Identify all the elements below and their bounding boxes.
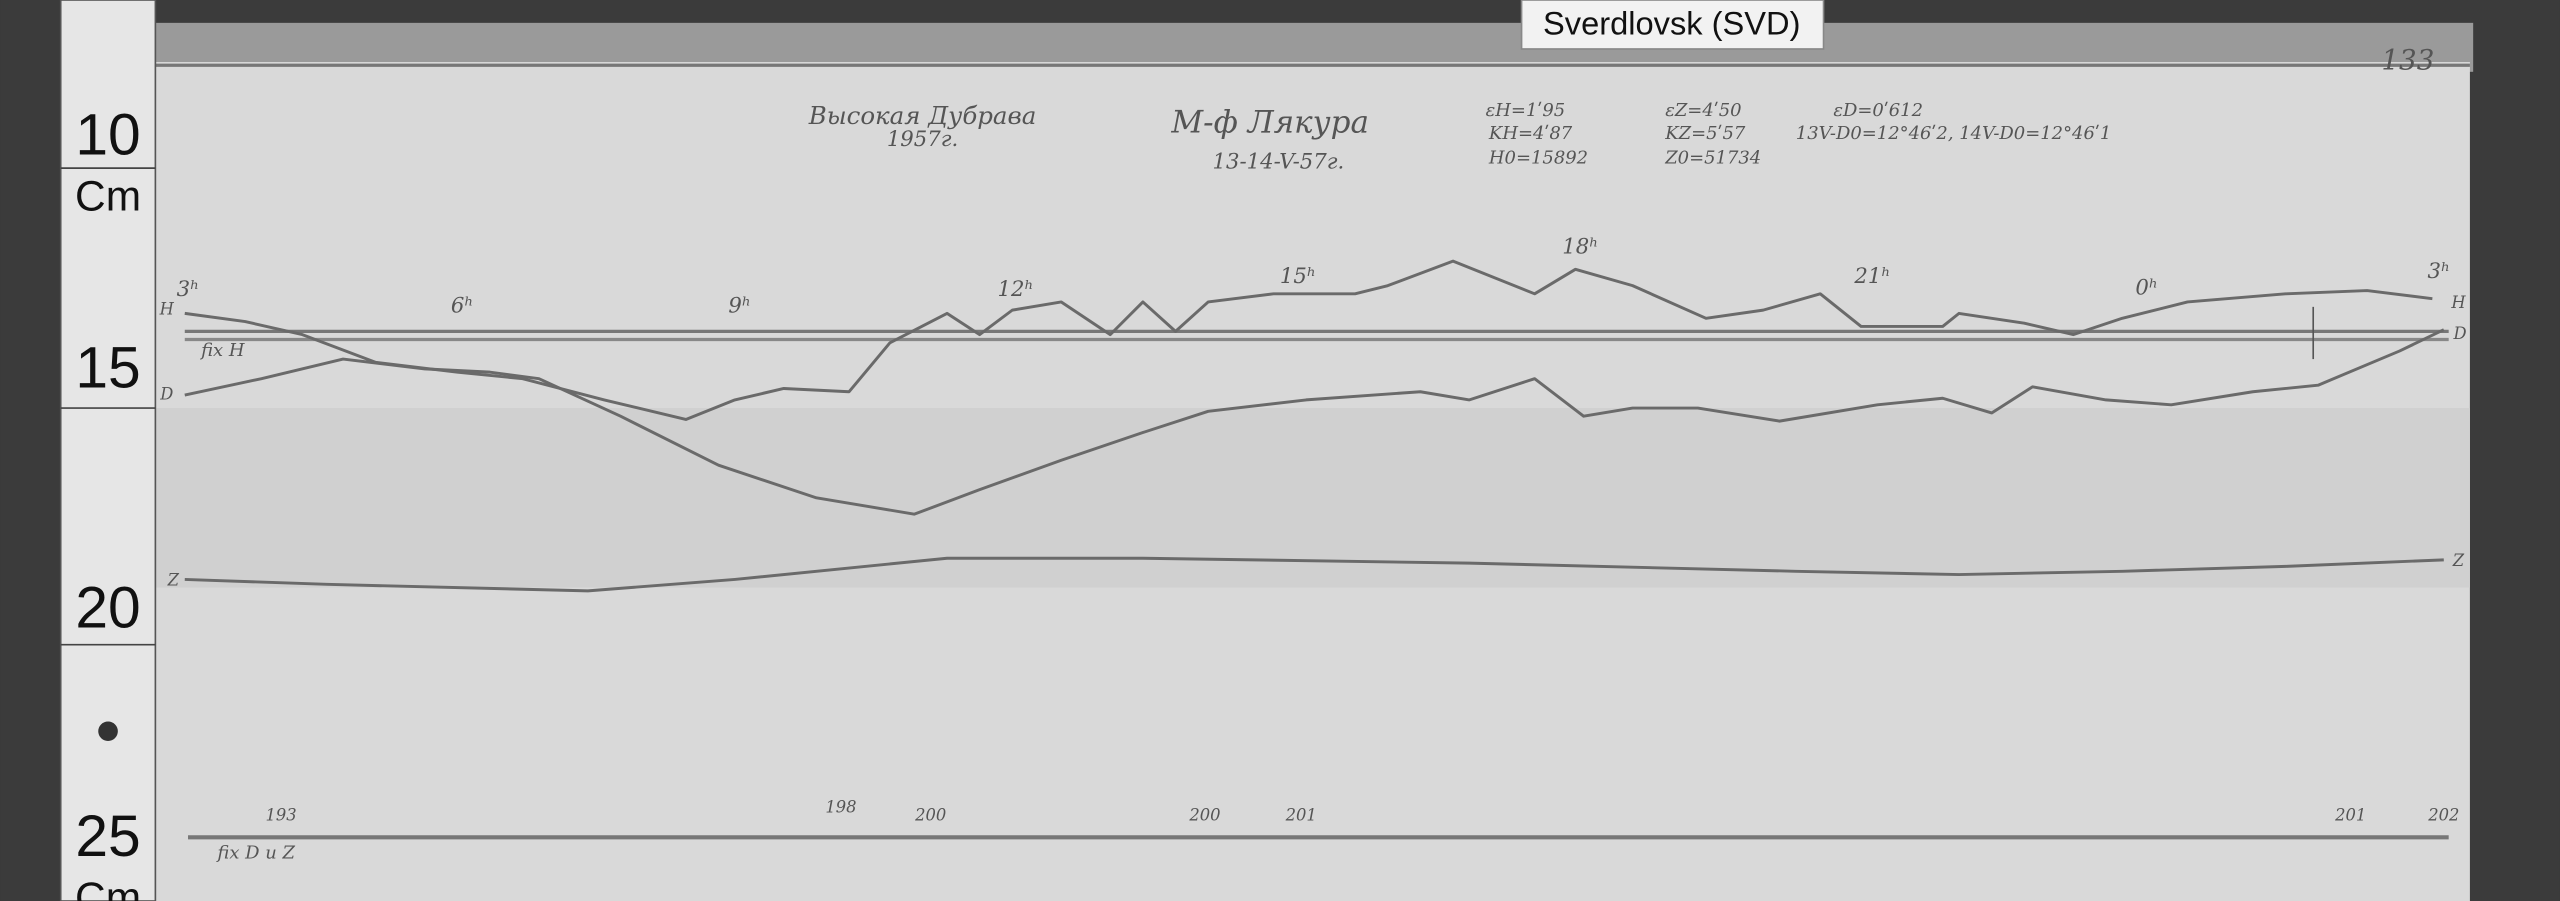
curve-label: H: [2450, 293, 2466, 312]
hour-mark: 12ʰ: [997, 277, 1033, 302]
hour-mark: 9ʰ: [728, 293, 751, 318]
header-dates: 13-14-V-57г.: [1213, 150, 1345, 175]
scale-mark: 198: [825, 797, 856, 816]
curve-label: D: [159, 385, 173, 404]
ruler-mark: Cm: [75, 874, 141, 901]
hour-mark: 3ʰ: [177, 277, 200, 302]
scale-mark: 200: [1188, 806, 1220, 825]
ruler: [59, 0, 157, 901]
curve-label: H: [159, 300, 175, 319]
paper-shade: [155, 408, 2470, 588]
constant: εD=0ʹ612: [1833, 100, 1923, 121]
header-year: 1957г.: [887, 127, 958, 152]
scale-mark: 201: [2334, 806, 2366, 825]
curve-label: D: [2453, 324, 2467, 343]
ruler-mark: 10: [75, 102, 140, 167]
ruler-mark: 15: [75, 336, 140, 401]
hour-mark: 6ʰ: [451, 293, 474, 318]
ruler-mark: Cm: [75, 172, 141, 219]
header-station: Высокая Дубрава: [808, 101, 1037, 130]
h-trace: [184, 259, 2433, 421]
z-trace: [184, 556, 2444, 593]
scale-mark: 200: [914, 806, 946, 825]
ruler-hole: [98, 721, 118, 742]
scale-mark: 202: [2427, 806, 2459, 825]
page-number: 133: [2381, 44, 2434, 77]
constant: Z0=51734: [1664, 147, 1761, 168]
label-box: [1520, 0, 1825, 50]
constant: εH=1ʹ95: [1486, 100, 1566, 121]
scale-mark: 193: [265, 806, 296, 825]
hour-mark: 18ʰ: [1562, 235, 1598, 260]
header-instrument: М-ф Лякура: [1170, 105, 1369, 141]
curve-label: Z: [167, 571, 180, 590]
hour-mark: 15ʰ: [1280, 264, 1316, 289]
constant: εZ=4ʹ50: [1665, 100, 1741, 121]
station-label: Sverdlovsk (SVD): [1543, 5, 1800, 42]
ruler-mark: 20: [75, 576, 140, 641]
ruler-mark: 25: [75, 804, 140, 869]
fix-label: fix H: [199, 340, 245, 361]
hour-mark: 21ʰ: [1853, 264, 1890, 289]
hour-mark: 0ʰ: [2135, 275, 2158, 300]
scale-mark: 201: [1285, 806, 1317, 825]
constant: H0=15892: [1488, 147, 1588, 168]
constant: 13V-D0=12°46ʹ2, 14V-D0=12°46ʹ1: [1796, 123, 2111, 144]
constant: KZ=5ʹ57: [1664, 123, 1746, 144]
d-trace: [184, 328, 2445, 516]
hour-mark: 3ʰ: [2428, 259, 2451, 284]
curve-label: Z: [2452, 551, 2465, 570]
constant: KH=4ʹ87: [1488, 123, 1573, 144]
fix-label: fix D и Z: [215, 843, 295, 864]
